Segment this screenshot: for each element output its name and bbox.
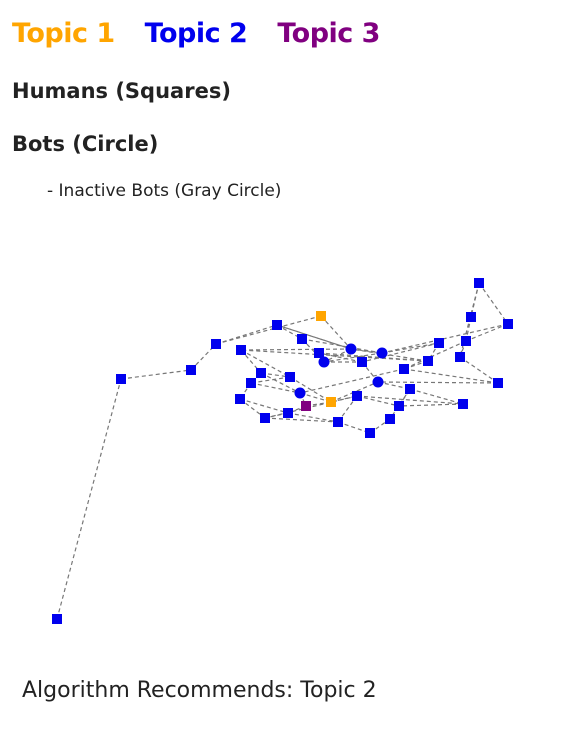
topic-1-label: Topic 1 xyxy=(12,18,115,49)
inactive-bots-legend: - Inactive Bots (Gray Circle) xyxy=(47,181,282,201)
human-node xyxy=(493,378,503,388)
human-node xyxy=(211,339,221,349)
human-node xyxy=(466,312,476,322)
human-node xyxy=(272,320,282,330)
graph-edge xyxy=(239,398,266,419)
human-node xyxy=(260,413,270,423)
human-node xyxy=(333,417,343,427)
humans-legend: Humans (Squares) xyxy=(12,79,231,103)
human-node xyxy=(246,378,256,388)
graph-edge xyxy=(361,342,440,363)
human-node xyxy=(394,401,404,411)
human-node xyxy=(503,319,513,329)
graph-edge xyxy=(403,368,499,384)
human-node xyxy=(297,334,307,344)
graph-edge xyxy=(250,382,301,394)
bot-node xyxy=(372,376,384,388)
graph-edge xyxy=(478,282,509,325)
human-node xyxy=(458,399,468,409)
algorithm-recommendation: Algorithm Recommends: Topic 2 xyxy=(22,678,377,703)
topic-3-label: Topic 3 xyxy=(277,18,380,49)
graph-edge xyxy=(398,403,464,407)
human-node xyxy=(236,345,246,355)
graph-edge xyxy=(350,348,383,354)
human-node xyxy=(399,364,409,374)
graph-edge xyxy=(120,369,192,380)
graph-edge xyxy=(239,398,289,414)
graph-edge xyxy=(356,395,464,405)
graph-edge xyxy=(337,395,358,423)
topic-2-label: Topic 2 xyxy=(144,18,248,49)
human-node xyxy=(405,384,415,394)
graph-edge xyxy=(350,348,429,362)
human-node xyxy=(385,414,395,424)
graph-edge xyxy=(299,392,332,403)
graph-edge xyxy=(381,342,440,354)
human-node xyxy=(314,348,324,358)
graph-edge xyxy=(318,352,363,363)
human-node xyxy=(365,428,375,438)
human-node xyxy=(283,408,293,418)
human-node xyxy=(235,394,245,404)
human-node xyxy=(357,357,367,367)
graph-edge xyxy=(289,376,332,403)
human-node xyxy=(52,614,62,624)
graph-edge xyxy=(276,324,352,350)
graph-edge xyxy=(377,381,499,384)
graph-edge xyxy=(301,338,325,363)
graph-edge xyxy=(240,349,429,362)
graph-edge xyxy=(403,340,467,370)
human-node xyxy=(326,397,336,407)
human-node xyxy=(352,391,362,401)
graph-edge xyxy=(330,381,379,403)
graph-edge xyxy=(318,352,429,362)
human-node xyxy=(301,401,311,411)
graph-edge xyxy=(299,368,405,394)
human-node xyxy=(285,372,295,382)
graph-edge xyxy=(264,417,339,423)
graph-edge xyxy=(240,348,352,351)
bot-node xyxy=(294,387,306,399)
topic-legend: Topic 1 Topic 2 Topic 3 xyxy=(12,18,380,49)
bots-legend: Bots (Circle) xyxy=(12,132,159,156)
graph-edge xyxy=(215,324,278,345)
graph-edge xyxy=(409,388,464,405)
human-node xyxy=(316,311,326,321)
edges xyxy=(56,282,509,620)
bot-node xyxy=(376,347,388,359)
graph-edge xyxy=(381,323,509,354)
human-node xyxy=(423,356,433,366)
human-node xyxy=(116,374,126,384)
human-node xyxy=(186,365,196,375)
graph-edge xyxy=(56,378,122,620)
graph-edge xyxy=(337,421,371,434)
human-node xyxy=(434,338,444,348)
graph-edge xyxy=(287,412,339,423)
human-node xyxy=(256,368,266,378)
graph-edge xyxy=(240,349,291,378)
human-node xyxy=(455,352,465,362)
human-node xyxy=(474,278,484,288)
graph-edge xyxy=(264,395,358,419)
graph-edge xyxy=(240,349,262,374)
bot-node xyxy=(345,343,357,355)
human-node xyxy=(461,336,471,346)
graph-edge xyxy=(320,315,352,350)
graph-edge xyxy=(260,372,301,394)
nodes xyxy=(52,278,513,624)
graph-edge xyxy=(377,381,411,390)
graph-edge xyxy=(465,323,509,342)
graph-edge xyxy=(356,395,400,407)
bot-node xyxy=(318,356,330,368)
graph-edge xyxy=(459,356,499,384)
graph-edge xyxy=(323,352,383,363)
